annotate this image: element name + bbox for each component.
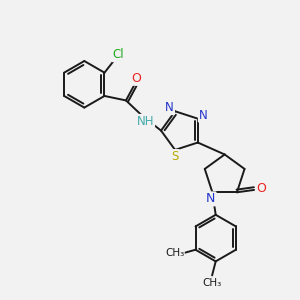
Text: NH: NH — [136, 115, 154, 128]
Text: Cl: Cl — [112, 48, 124, 61]
Text: CH₃: CH₃ — [165, 248, 184, 258]
Text: S: S — [171, 150, 179, 163]
Text: CH₃: CH₃ — [202, 278, 222, 289]
Text: N: N — [165, 101, 174, 114]
Text: O: O — [131, 72, 141, 85]
Text: O: O — [256, 182, 266, 195]
Text: N: N — [206, 192, 216, 206]
Text: N: N — [199, 109, 208, 122]
